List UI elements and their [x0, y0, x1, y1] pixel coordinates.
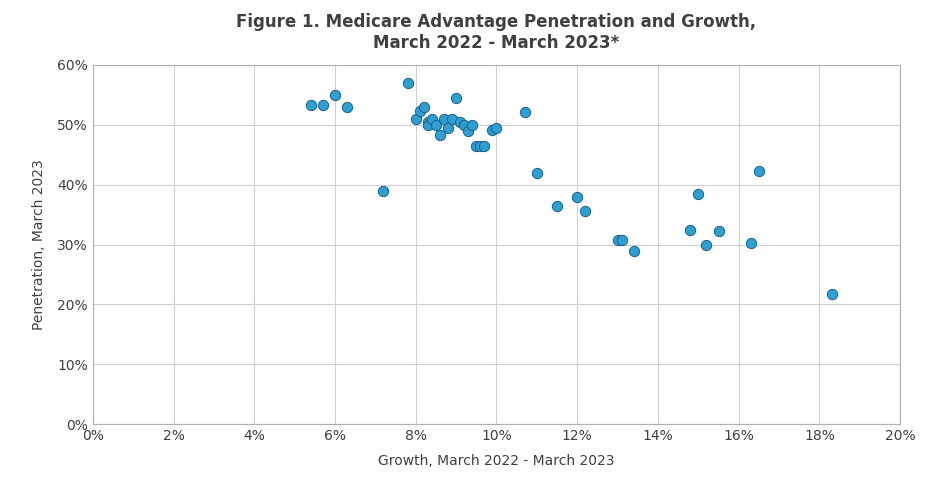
Point [751, 168, 766, 176]
Point [461, 127, 476, 135]
Point [549, 202, 564, 210]
Point [420, 121, 435, 129]
Point [710, 227, 725, 235]
Point [375, 187, 390, 195]
Point [400, 79, 414, 87]
Y-axis label: Penetration, March 2023: Penetration, March 2023 [32, 159, 46, 330]
Point [476, 142, 491, 150]
Point [327, 91, 342, 99]
Point [424, 115, 438, 123]
Point [516, 108, 531, 116]
Point [698, 241, 713, 249]
Point [743, 239, 757, 247]
Point [444, 115, 459, 123]
Point [440, 124, 455, 132]
Point [303, 101, 318, 109]
Point [823, 290, 838, 298]
Point [610, 236, 625, 244]
Point [456, 121, 471, 129]
Point [682, 226, 697, 234]
Point [690, 190, 705, 198]
Point [578, 207, 592, 215]
Point [449, 94, 464, 102]
Title: Figure 1. Medicare Advantage Penetration and Growth,
March 2022 - March 2023*: Figure 1. Medicare Advantage Penetration… [236, 13, 756, 52]
X-axis label: Growth, March 2022 - March 2023: Growth, March 2022 - March 2023 [378, 454, 614, 468]
Point [489, 124, 503, 132]
Point [428, 121, 443, 129]
Point [528, 169, 543, 177]
Point [569, 193, 584, 201]
Point [626, 247, 641, 255]
Point [473, 142, 488, 150]
Point [339, 103, 354, 111]
Point [452, 118, 467, 126]
Point [432, 131, 447, 139]
Point [420, 118, 435, 126]
Point [315, 101, 330, 109]
Point [468, 142, 483, 150]
Point [412, 107, 426, 115]
Point [464, 121, 479, 129]
Point [614, 236, 629, 244]
Point [436, 115, 451, 123]
Point [485, 126, 500, 134]
Point [416, 103, 431, 111]
Point [408, 115, 423, 123]
